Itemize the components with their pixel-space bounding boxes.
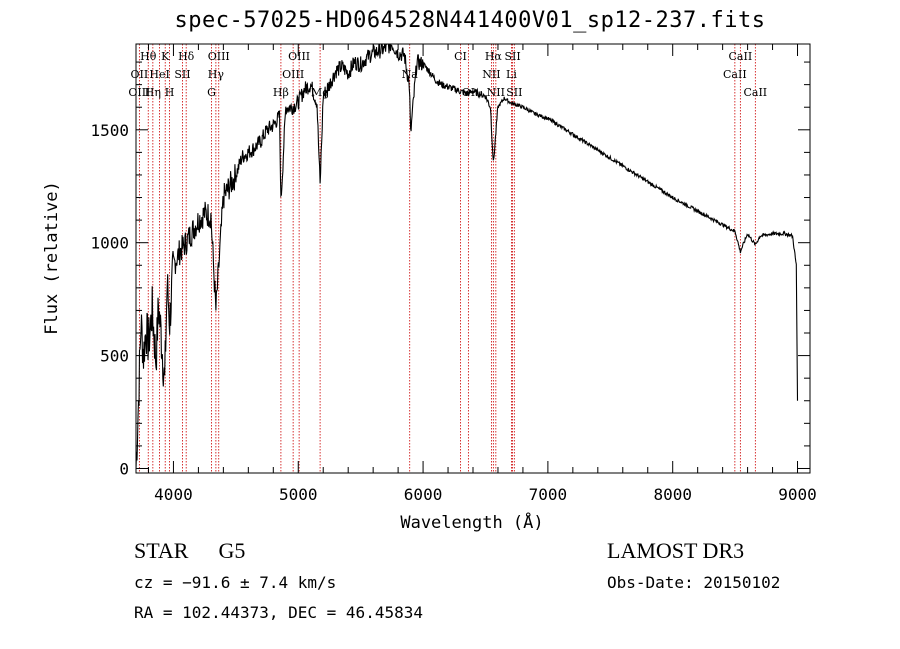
line-label: CaII bbox=[729, 50, 753, 63]
line-label: Hβ bbox=[273, 86, 289, 99]
line-label: SII bbox=[504, 50, 520, 63]
x-tick-label: 5000 bbox=[279, 485, 318, 504]
chart-title: spec-57025-HD064528N441400V01_sp12-237.f… bbox=[174, 8, 766, 33]
line-label: CaII bbox=[723, 68, 747, 81]
x-tick-label: 9000 bbox=[778, 485, 817, 504]
line-label: OIII bbox=[128, 86, 150, 99]
line-label: SII bbox=[506, 86, 522, 99]
y-tick-label: 1000 bbox=[90, 234, 129, 253]
object-class: STAR bbox=[134, 538, 189, 563]
coordinates: RA = 102.44373, DEC = 46.45834 bbox=[134, 603, 423, 622]
line-label: Hα bbox=[485, 50, 503, 63]
classification: STAR G5 bbox=[134, 538, 245, 564]
survey-name: LAMOST DR3 bbox=[607, 538, 745, 563]
line-label: NII bbox=[487, 86, 505, 99]
line-label: SII bbox=[174, 68, 190, 81]
line-label: OIII bbox=[288, 50, 310, 63]
y-tick-label: 1500 bbox=[90, 121, 129, 140]
line-label: CaII bbox=[743, 86, 767, 99]
line-label: K bbox=[161, 50, 170, 63]
line-label: Hη bbox=[145, 86, 161, 99]
line-label: HeI bbox=[149, 68, 169, 81]
line-marker-layer bbox=[138, 44, 756, 473]
y-tick-label: 0 bbox=[119, 459, 129, 478]
x-tick-label: 7000 bbox=[529, 485, 568, 504]
spectrum-line bbox=[136, 44, 799, 470]
line-label: G bbox=[207, 86, 216, 99]
line-label: Li bbox=[506, 68, 517, 81]
y-tick-label: 500 bbox=[100, 347, 129, 366]
line-label: OIII bbox=[282, 68, 304, 81]
x-tick-label: 8000 bbox=[653, 485, 692, 504]
redshift-velocity: cz = −91.6 ± 7.4 km/s bbox=[134, 573, 337, 592]
x-tick-label: 6000 bbox=[404, 485, 443, 504]
observation-date: Obs-Date: 20150102 bbox=[607, 573, 781, 592]
line-label: Hθ bbox=[140, 50, 157, 63]
line-label: CI bbox=[454, 50, 467, 63]
object-subclass: G5 bbox=[218, 538, 246, 563]
x-tick-label: 4000 bbox=[154, 485, 193, 504]
y-axis-label: Flux (relative) bbox=[42, 181, 62, 335]
line-label: Hδ bbox=[178, 50, 195, 63]
axis-ticks: 4000 5000 6000 7000 8000 9000 0 500 1000 1500 bbox=[90, 44, 817, 504]
line-label: OIII bbox=[208, 50, 230, 63]
plot-frame bbox=[135, 43, 811, 474]
line-label: NII bbox=[482, 68, 500, 81]
line-label: H bbox=[165, 86, 175, 99]
line-label: OII bbox=[131, 68, 149, 81]
x-axis-label: Wavelength (Å) bbox=[400, 511, 543, 533]
line-label: Hγ bbox=[208, 68, 225, 81]
